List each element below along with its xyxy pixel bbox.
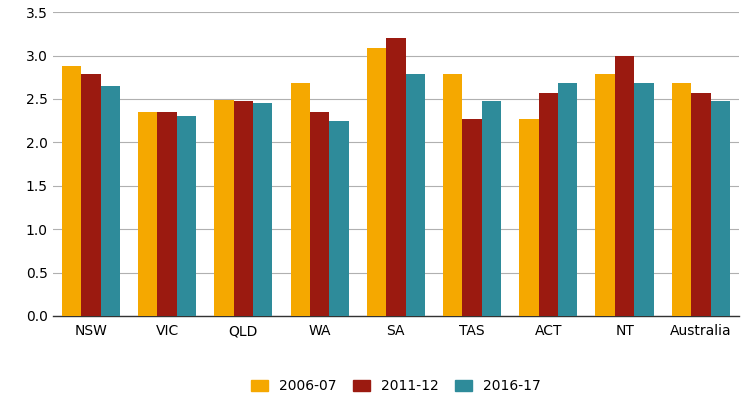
Bar [615, 55, 634, 316]
Bar [310, 112, 329, 316]
Bar [558, 83, 578, 316]
Bar [253, 103, 272, 316]
Legend: 2006-07, 2011-12, 2016-17: 2006-07, 2011-12, 2016-17 [244, 372, 547, 400]
Bar [691, 93, 710, 316]
Bar [538, 93, 558, 316]
Bar [290, 83, 310, 316]
Bar [634, 83, 654, 316]
Bar [482, 101, 501, 316]
Bar [710, 101, 730, 316]
Bar [138, 112, 158, 316]
Bar [443, 74, 462, 316]
Bar [386, 38, 406, 316]
Bar [62, 66, 81, 316]
Bar [100, 86, 120, 316]
Bar [234, 101, 253, 316]
Bar [520, 119, 538, 316]
Bar [672, 83, 691, 316]
Bar [158, 112, 177, 316]
Bar [81, 74, 100, 316]
Bar [596, 74, 615, 316]
Bar [366, 48, 386, 316]
Bar [329, 121, 348, 316]
Bar [214, 100, 234, 316]
Bar [406, 74, 425, 316]
Bar [177, 116, 196, 316]
Bar [462, 119, 482, 316]
